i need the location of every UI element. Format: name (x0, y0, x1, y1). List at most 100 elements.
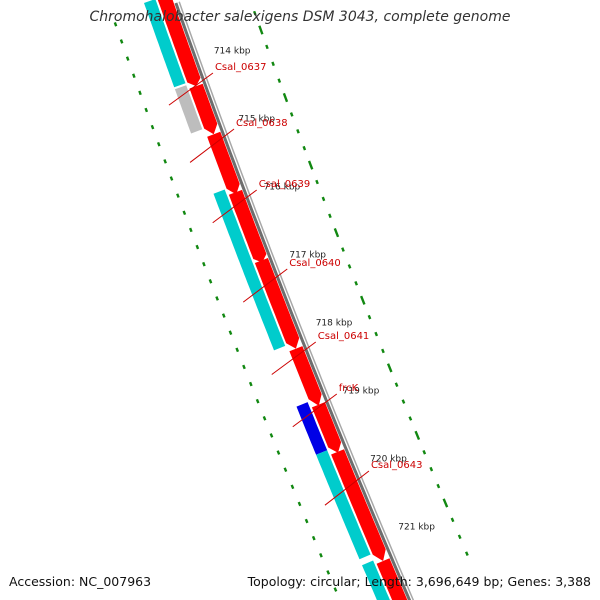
outer-tick (202, 261, 206, 267)
gene-label-leader (242, 268, 288, 303)
gene-feature (228, 189, 267, 263)
gene-feature (376, 558, 408, 600)
scale-label: 720 kbp (370, 455, 407, 465)
outer-tick (195, 244, 200, 250)
outer-tick (262, 415, 267, 421)
gene-label: Csal_0641 (318, 331, 370, 342)
scale-tick (381, 348, 385, 354)
outer-tick (163, 159, 167, 164)
gene-label: Csal_0639 (259, 179, 311, 190)
outer-tick (215, 296, 219, 301)
outer-tick (169, 176, 174, 181)
gene-feature (316, 450, 371, 560)
gene-feature (289, 346, 322, 406)
outer-tick (283, 467, 288, 472)
scale-tick (253, 10, 257, 16)
gene-label: Csal_0643 (371, 460, 423, 471)
scale-tick (408, 416, 413, 421)
backbone-line (174, 2, 412, 600)
gene-feature (144, 0, 186, 88)
scale-tick (457, 534, 462, 540)
outer-tick (125, 56, 130, 61)
outer-tick (311, 535, 316, 541)
outer-tick (276, 450, 281, 455)
scale-tick (442, 498, 449, 508)
genome-backbone (174, 1, 415, 600)
scale-tick (265, 44, 269, 50)
gene-label: Csal_0638 (236, 118, 288, 129)
outer-tick (119, 39, 124, 44)
gene-features (144, 0, 408, 600)
outer-tick (235, 347, 240, 353)
outer-tick (326, 570, 331, 575)
outer-tick (297, 501, 302, 507)
scale-tick (347, 264, 352, 269)
scale-label: 714 kbp (214, 47, 251, 57)
outer-tick (138, 90, 142, 96)
outer-tick (255, 398, 260, 404)
scale-tick (386, 363, 393, 373)
scale-label: 721 kbp (398, 523, 435, 533)
gene-label-leader (271, 341, 317, 375)
outer-tick (113, 22, 118, 27)
outer-tick (319, 552, 323, 558)
scale-tick (271, 61, 275, 67)
backbone-line (178, 1, 415, 600)
gene-feature (331, 449, 386, 561)
gene-feature (207, 131, 240, 195)
scale-tick (333, 228, 340, 238)
outer-tick (228, 330, 233, 335)
scale-tick (282, 92, 289, 103)
outer-tick (333, 587, 338, 592)
scale-tick (394, 382, 399, 388)
scale-tick (450, 517, 455, 523)
outer-tick (132, 73, 136, 79)
scale-label: 717 kbp (289, 251, 326, 261)
scale-tick (302, 145, 307, 151)
outer-tick (156, 141, 161, 147)
scale-label: 719 kbp (343, 387, 380, 397)
gene-feature (213, 189, 286, 351)
scale-tick (360, 295, 366, 305)
outer-tick (304, 518, 309, 524)
scale-tick (429, 466, 434, 472)
gene-label: Csal_0637 (215, 62, 267, 73)
scale-tick (374, 331, 379, 337)
scale-tick (315, 179, 319, 185)
outer-tick (248, 381, 253, 387)
scale-tick (436, 483, 441, 489)
scale-tick (321, 196, 326, 202)
gene-label-leader (292, 393, 338, 428)
scale-tick (464, 551, 469, 556)
gene-feature (174, 85, 203, 134)
scale-tick (414, 430, 421, 441)
gene-feature (157, 0, 201, 87)
genome-summary: Topology: circular; Length: 3,696,649 bp… (247, 574, 591, 589)
scale-label: 716 kbp (264, 183, 301, 193)
scale-label: 715 kbp (238, 115, 275, 125)
outer-tick (176, 193, 180, 198)
scale-tick (341, 247, 345, 252)
gene-label-leader (189, 128, 235, 163)
outer-tick (242, 364, 246, 370)
gene-label: Csal_0640 (289, 258, 341, 269)
scale-label: 718 kbp (316, 319, 353, 329)
scale-tick (422, 449, 427, 455)
gene-label-leader (168, 72, 214, 106)
gene-label-leader (212, 189, 258, 224)
scale-tick (328, 213, 332, 219)
scale-tick (307, 160, 314, 170)
outer-tick (269, 433, 274, 438)
gene-labels: Csal_0637 Csal_0638 Csal_0639 Csal_0640 Csal… (168, 62, 423, 506)
scale-tick (289, 112, 294, 117)
scale-tick (296, 129, 300, 134)
gene-feature (189, 83, 218, 135)
scale-ticks: 714 kbp 715 kbp 716 kbp 717 kbp 718 kbp 719 k… (113, 10, 469, 592)
outer-tick (182, 210, 187, 216)
gene-feature (296, 402, 328, 455)
gene-label-leader (324, 470, 370, 506)
scale-tick (258, 25, 264, 35)
outer-tick (221, 313, 226, 318)
outer-tick (150, 124, 155, 130)
